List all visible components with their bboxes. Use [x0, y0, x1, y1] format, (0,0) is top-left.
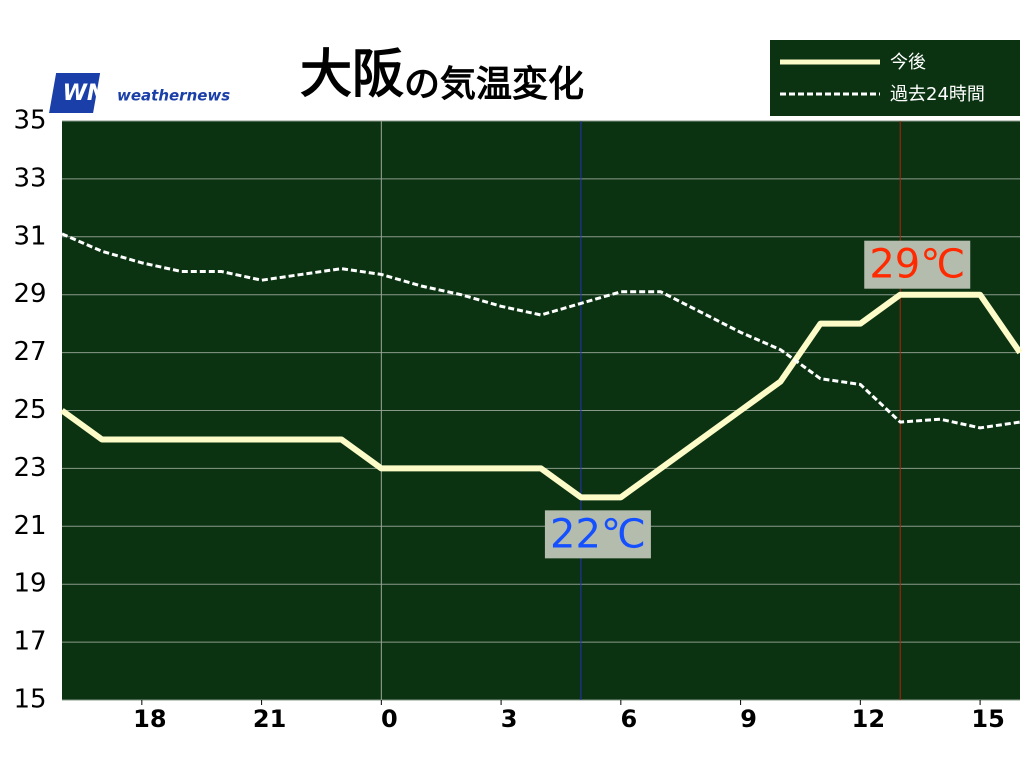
- logo-text: WN: [63, 81, 106, 106]
- y-tick-label: 33: [13, 163, 46, 193]
- y-tick-label: 23: [13, 453, 46, 483]
- y-tick-label: 17: [13, 627, 46, 657]
- brand: weathernews: [117, 87, 230, 105]
- annotation: 22℃: [550, 511, 646, 557]
- y-tick-label: 27: [13, 337, 46, 367]
- x-tick-label: 15: [971, 705, 1004, 733]
- logo-box: [49, 73, 101, 113]
- x-tick-label: 18: [133, 705, 166, 733]
- x-tick-label: 6: [620, 705, 637, 733]
- x-tick-label: 21: [253, 705, 286, 733]
- chart-title: 大阪の気温変化: [300, 45, 584, 105]
- x-tick-label: 12: [852, 705, 885, 733]
- y-tick-label: 15: [13, 685, 46, 715]
- annotation-box: [864, 240, 971, 289]
- series-line: [61, 232, 1021, 430]
- legend-label: 今後: [890, 52, 926, 73]
- x-tick-label: 9: [740, 705, 757, 733]
- title-rest: の気温変化: [404, 63, 584, 105]
- y-tick-label: 19: [13, 569, 46, 599]
- y-tick-label: 35: [13, 106, 46, 136]
- y-tick-label: 29: [13, 279, 46, 309]
- title-place: 大阪: [300, 45, 404, 105]
- x-tick-label: 3: [501, 705, 518, 733]
- x-tick-label: 0: [381, 705, 398, 733]
- y-tick-label: 25: [13, 395, 46, 425]
- legend-label: 過去24時間: [890, 84, 985, 105]
- legend-box: [770, 40, 1020, 116]
- series-line: [60, 291, 1023, 501]
- annotation-box: [544, 510, 651, 559]
- y-tick-label: 31: [13, 221, 46, 251]
- logo: WN weathernews: [49, 73, 230, 113]
- annotation: 29℃: [869, 242, 965, 288]
- y-tick-label: 21: [13, 511, 46, 541]
